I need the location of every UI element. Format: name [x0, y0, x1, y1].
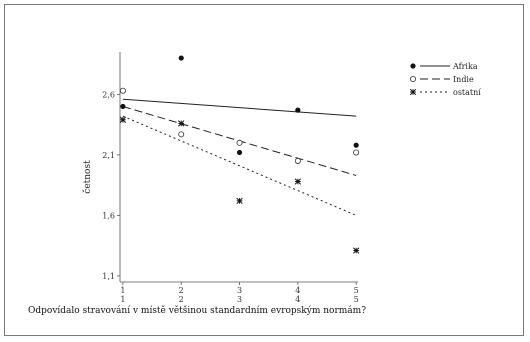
data-point — [353, 149, 360, 156]
data-point — [119, 116, 127, 123]
x-tick-label: 3 — [237, 295, 242, 304]
legend-marker — [409, 88, 417, 96]
x-tick-label: 3 — [237, 286, 242, 295]
data-point — [178, 131, 185, 138]
x-tick-label: 2 — [179, 286, 184, 295]
data-point — [353, 142, 359, 148]
data-point — [236, 149, 243, 156]
trend-line — [122, 98, 357, 117]
y-tick-label: 2,6 — [102, 90, 115, 99]
x-tick-label: 1 — [120, 286, 125, 295]
data-point — [294, 157, 301, 164]
x-tick-label: 4 — [295, 295, 300, 304]
x-axis-title: Odpovídalo stravování v místě většinou s… — [28, 305, 366, 316]
legend-item: Afrika — [410, 62, 478, 71]
y-tick-label: 1,6 — [102, 211, 115, 220]
data-point — [119, 87, 126, 94]
trend-line — [122, 115, 357, 216]
y-axis-title: četnost — [82, 160, 93, 194]
legend-label: Indie — [453, 75, 474, 84]
data-point — [353, 247, 360, 254]
x-tick-label: 4 — [295, 286, 300, 295]
legend-item: ostatní — [409, 88, 481, 97]
axes — [119, 52, 359, 283]
data-point — [178, 120, 185, 127]
data-point — [120, 103, 126, 110]
legend-label: Afrika — [452, 62, 478, 71]
x-tick-label: 5 — [354, 286, 359, 295]
legend-item: Indie — [409, 75, 474, 84]
data-point — [294, 178, 302, 185]
data-point — [178, 55, 184, 61]
chart-frame — [4, 4, 524, 336]
y-tick-label: 1,1 — [102, 272, 115, 281]
trend-lines — [122, 98, 357, 216]
legend-label: ostatní — [453, 88, 481, 97]
y-tick-label: 2,1 — [102, 151, 115, 160]
data-point — [295, 107, 301, 113]
data-points — [119, 55, 360, 254]
x-ticks: 11 22 33 44 55 — [120, 282, 359, 304]
legend-marker — [410, 63, 416, 69]
x-tick-label: 5 — [354, 295, 359, 304]
legend: Afrika Indie ostatní — [409, 62, 481, 97]
data-point — [236, 197, 243, 205]
y-ticks: 1,1 1,6 2,1 2,6 — [102, 90, 120, 281]
data-point — [236, 139, 243, 146]
x-tick-label: 1 — [120, 295, 125, 304]
x-tick-label: 2 — [179, 295, 184, 304]
legend-marker — [409, 76, 416, 83]
